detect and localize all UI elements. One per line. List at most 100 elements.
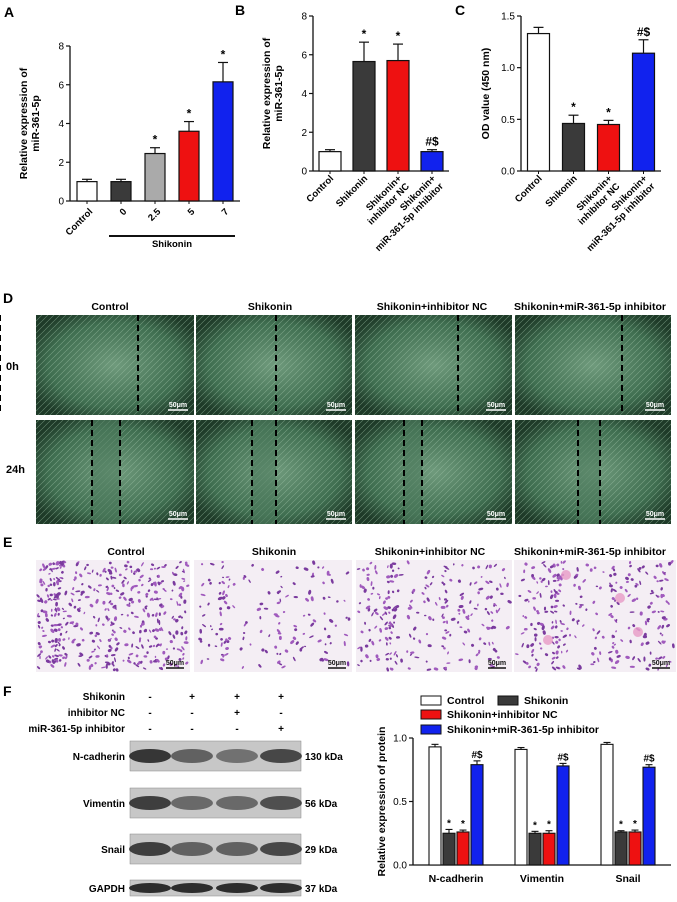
bar [542, 832, 556, 866]
legend: Control Shikonin Shikonin+inhibitor NC Shik… [420, 695, 599, 736]
scale-bar-label: 50μm [169, 402, 187, 409]
treatment-sign: - [148, 724, 151, 735]
kda-label: 37 kDa [305, 884, 338, 895]
kda-label: 56 kDa [305, 799, 338, 810]
bar [76, 181, 98, 202]
significance-mark: * [221, 47, 226, 61]
f-treat-shikonin: Shikonin [83, 692, 125, 703]
treatment-sign: + [278, 724, 284, 735]
bar [470, 764, 484, 866]
transwell-micrograph: 50μm [514, 560, 676, 672]
significance-mark: * [153, 133, 158, 147]
treatment-sign: - [235, 724, 238, 735]
protein-label: GAPDH [89, 884, 125, 895]
blot-band [260, 796, 302, 810]
blot-row: GAPDH 37 kDa [89, 879, 338, 897]
y-tick-label: 0.5 [393, 797, 407, 808]
chart-a: 0 2 4 6 8 Relative expression ofmiR-361-5p Con… [18, 42, 240, 250]
blot-band [171, 749, 213, 763]
significance-mark: * [533, 820, 537, 831]
legend-label: Shikonin+miR-361-5p inhibitor [447, 724, 599, 736]
y-tick-label: 1.0 [501, 63, 515, 74]
e-col-title-shikonin: Shikonin [252, 546, 296, 558]
bar [456, 831, 470, 866]
x-tick-label: Snail [615, 873, 640, 885]
y-axis-label: Relative expression ofmiR-361-5p [18, 67, 42, 179]
x-tick-label: 7 [220, 206, 232, 218]
bar [642, 766, 656, 866]
western-blot: Shikonin inhibitor NC miR-361-5p inhibit… [28, 692, 343, 897]
scale-bar-label: 50μm [487, 511, 505, 518]
blot-band [216, 883, 258, 893]
wound-micrograph: 50μm [196, 420, 352, 524]
treatment-sign: + [189, 692, 195, 703]
y-tick-label: 4 [301, 89, 307, 100]
f-treat-nc: inhibitor NC [68, 708, 125, 719]
y-tick-label: 2 [58, 158, 64, 169]
scale-bar-label: 50μm [166, 660, 184, 667]
blot-band [171, 842, 213, 856]
blot-row: Snail 29 kDa [101, 833, 338, 865]
y-axis-label: OD value (450 nm) [480, 48, 492, 140]
y-tick-label: 2 [301, 128, 307, 139]
wound-micrograph: 50μm [0, 315, 194, 415]
y-axis-label: Relative expression ofmiR-361-5p [261, 37, 285, 149]
d-col-title-control: Control [91, 301, 128, 313]
blot-band [171, 883, 213, 893]
bar [352, 60, 376, 172]
bar [528, 832, 542, 866]
significance-mark: * [187, 107, 192, 121]
e-col-title-control: Control [107, 546, 144, 558]
scale-bar-label: 50μm [488, 660, 506, 667]
f-treat-inhibitor: miR-361-5p inhibitor [28, 724, 125, 735]
e-col-title-nc: Shikonin+inhibitor NC [375, 546, 486, 558]
wound-micrograph: 50μm [36, 420, 194, 524]
treatment-sign: - [148, 692, 151, 703]
blot-band [129, 796, 171, 810]
scale-bar-label: 50μm [328, 660, 346, 667]
significance-mark: #$ [425, 135, 439, 149]
bar [556, 765, 570, 866]
significance-mark: * [362, 27, 367, 41]
legend-label: Control [447, 695, 484, 707]
bar [600, 743, 614, 866]
group-label: Shikonin [152, 239, 192, 250]
protein-label: Snail [101, 845, 125, 856]
scale-bar-label: 50μm [646, 402, 664, 409]
blot-band [216, 842, 258, 856]
y-tick-label: 8 [301, 12, 307, 23]
wound-micrograph: 50μm [355, 420, 512, 524]
y-tick-label: 6 [301, 50, 307, 61]
significance-mark: * [619, 820, 623, 831]
chart-f: 0.0 0.5 1.0 Relative expression of protein *… [376, 695, 671, 885]
panel-label-e: E [3, 534, 12, 550]
panel-label-c: C [455, 2, 465, 18]
x-tick-label: N-cadherin [429, 873, 484, 885]
y-tick-label: 0.0 [393, 861, 407, 872]
protein-label: N-cadherin [73, 752, 125, 763]
legend-label: Shikonin [524, 695, 568, 707]
y-tick-label: 1.0 [393, 734, 407, 745]
y-tick-label: 1.5 [501, 12, 515, 23]
legend-item: Control [420, 695, 484, 707]
panel-label-b: B [235, 2, 245, 18]
x-tick-label: 5 [186, 206, 198, 218]
y-tick-label: 6 [58, 80, 64, 91]
treatment-sign: + [278, 692, 284, 703]
blot-band [216, 796, 258, 810]
chart-b: 0 2 4 6 8 Relative expression ofmiR-361-5p Con… [261, 12, 449, 254]
y-axis-label: Relative expression of protein [376, 727, 388, 877]
d-col-title-nc: Shikonin+inhibitor NC [377, 301, 488, 313]
y-tick-label: 0 [58, 197, 64, 208]
panel-label-f: F [3, 683, 12, 699]
panel-label-a: A [4, 4, 14, 20]
wound-micrograph: 50μm [0, 315, 512, 415]
d-col-title-shikonin: Shikonin [248, 301, 292, 313]
legend-item: Shikonin [497, 695, 568, 707]
bar [178, 130, 200, 202]
blot-row: N-cadherin 130 kDa [73, 740, 343, 772]
chart-c: 0.0 0.5 1.0 1.5 OD value (450 nm) Control * Shi… [480, 12, 661, 254]
blot-row: Vimentin 56 kDa [83, 787, 338, 819]
significance-mark: * [396, 29, 401, 43]
